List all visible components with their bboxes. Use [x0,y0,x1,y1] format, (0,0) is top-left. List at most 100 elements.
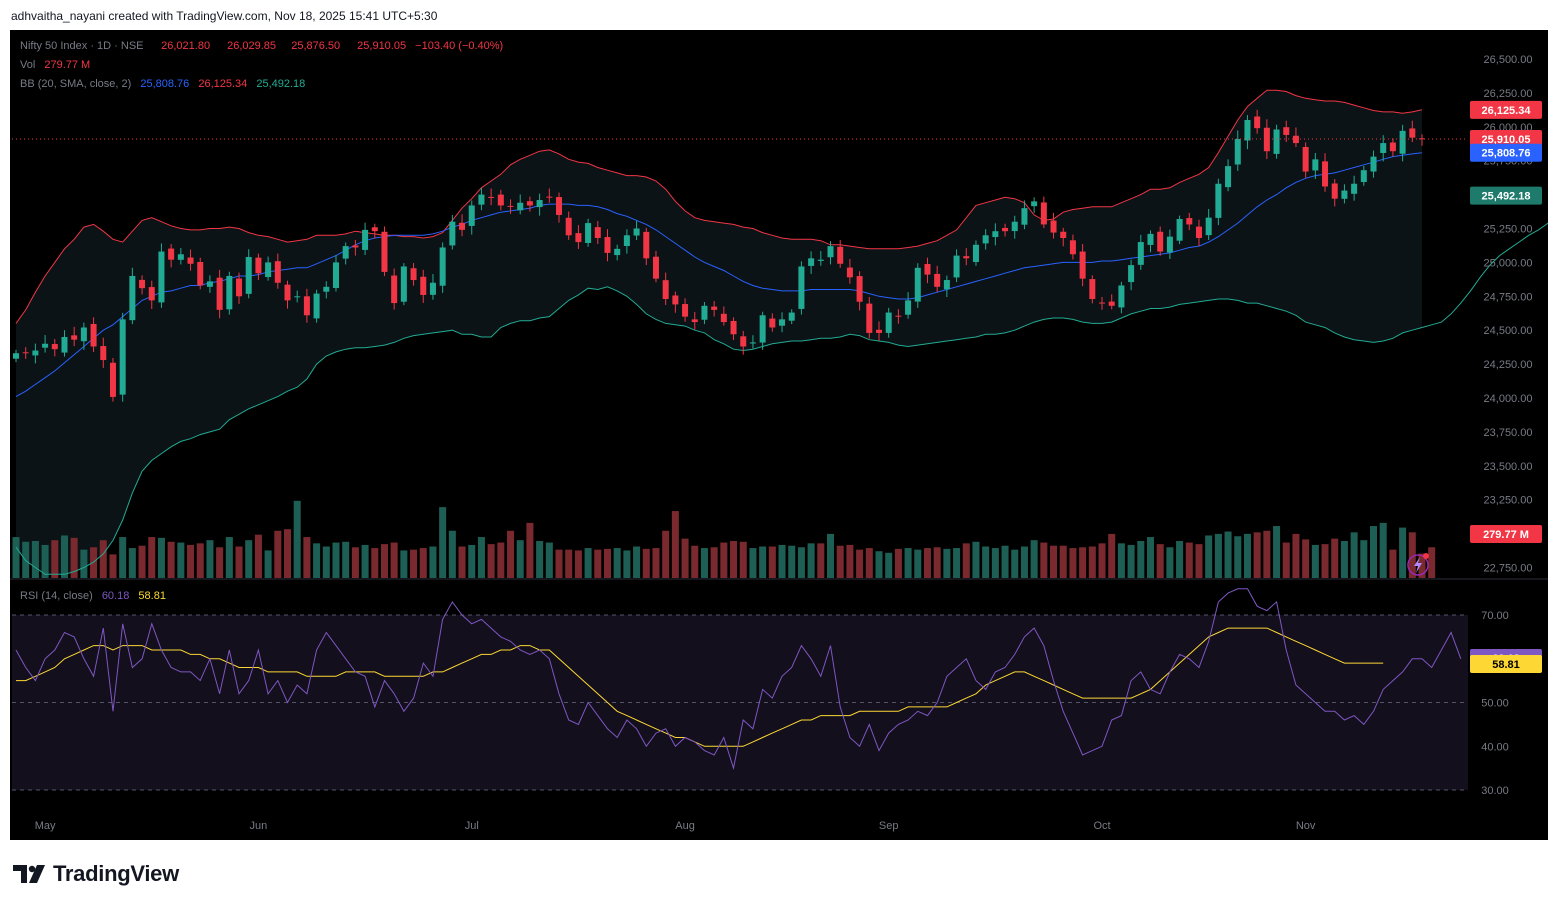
candle-body [1254,116,1261,129]
price-tick-label: 23,250.00 [1484,495,1533,507]
chart-area[interactable]: 26,500.0026,250.0026,000.0025,750.0025,5… [10,30,1548,840]
upper-price-tag: 26,125.34 [1482,105,1532,117]
candle-body [226,275,233,310]
volume-legend: Vol 279.77 M [20,59,96,71]
volume-label[interactable]: Vol [20,59,36,71]
bb-upper-line [15,89,1423,324]
candle-body [720,313,727,323]
volume-bar [923,548,931,578]
time-tick-label: Oct [1093,820,1110,832]
volume-bar [1379,522,1387,578]
rsi-tick-label: 40.00 [1481,741,1509,753]
volume-bar [759,546,767,578]
volume-bar [846,544,854,578]
candle-body [798,266,805,309]
volume-bar [875,551,883,578]
volume-bar [1224,531,1232,578]
candle-body [788,312,795,321]
open-value: O26,021.80 [152,40,211,52]
price-tick-label: 25,000.00 [1484,257,1533,269]
candle-body [749,342,756,344]
tradingview-logo[interactable]: TradingView [13,859,179,889]
volume-bar [865,548,873,578]
volume-bar [642,548,650,578]
candle-body [740,336,747,347]
volume-bar [1253,532,1261,578]
candle-body [71,335,78,340]
price-chart-svg[interactable]: 26,500.0026,250.0026,000.0025,750.0025,5… [10,30,1548,840]
volume-bar [555,549,563,578]
volume-bar [216,547,224,578]
candle-body [168,248,175,260]
candle-body [526,201,533,206]
candle-body [924,264,931,275]
candle-body [1118,285,1125,308]
volume-bar [128,548,136,578]
volume-bar [342,541,350,578]
volume-bar [1195,544,1203,578]
volume-bar [177,542,185,578]
candle-body [12,353,20,359]
volume-tag: 279.77 M [1483,529,1529,541]
volume-bar [603,548,611,578]
volume-bar [613,548,621,578]
bb-band-fill [16,90,1422,575]
volume-bar [303,537,311,578]
candle-body [1079,251,1086,279]
candle-body [953,255,960,278]
time-tick-label: May [35,820,56,832]
volume-bar [526,522,534,578]
volume-bar [293,500,301,578]
candle-body [1069,240,1076,255]
rsi-label[interactable]: RSI (14, close) [20,590,93,602]
volume-bar [671,511,679,578]
candle-body [1370,156,1377,172]
tradingview-logo-icon [13,865,45,883]
candle-body [565,217,572,236]
candle-body [1002,227,1009,232]
volume-bar [99,540,107,578]
candle-body [1234,139,1241,165]
volume-bar [439,507,447,578]
volume-bar [274,530,282,578]
candle-body [837,246,844,264]
candle-body [381,231,388,272]
volume-bar [1185,542,1193,578]
price-tick-label: 23,750.00 [1484,427,1533,439]
volume-bar [1418,553,1426,578]
candle-body [682,304,689,317]
volume-bar [662,530,670,578]
candle-body [1263,127,1270,152]
candle-body [827,246,834,258]
volume-bar [109,554,117,578]
bb-lower-value: 25,492.18 [256,78,306,90]
candle-body [80,327,87,342]
volume-bar [788,545,796,578]
candle-body [362,229,369,250]
candle-body [652,256,659,279]
rsi-tick-label: 70.00 [1481,610,1509,622]
candle-body [61,336,68,353]
change-value: −103.40 (−0.40%) [415,40,504,52]
candle-body [662,280,669,300]
rsi-ma-tag: 58.81 [1492,659,1520,671]
volume-bar [196,543,204,578]
volume-bar [1127,544,1135,578]
bb-label[interactable]: BB (20, SMA, close, 2) [20,78,132,90]
volume-bar [157,537,165,578]
volume-bar [1370,526,1378,578]
candle-body [332,262,339,289]
volume-bar [972,541,980,578]
volume-bar [1350,532,1358,578]
volume-bar [768,546,776,578]
volume-bar [1069,548,1077,578]
low-value: L25,876.50 [285,40,341,52]
volume-bar [410,549,418,578]
volume-bar [594,549,602,578]
volume-bar [1108,533,1116,578]
symbol-label[interactable]: Nifty 50 Index · 1D · NSE [20,40,144,52]
volume-tag-bg [1470,525,1542,543]
volume-bar [1098,543,1106,578]
candle-body [1215,183,1222,218]
volume-bar [1243,533,1251,578]
